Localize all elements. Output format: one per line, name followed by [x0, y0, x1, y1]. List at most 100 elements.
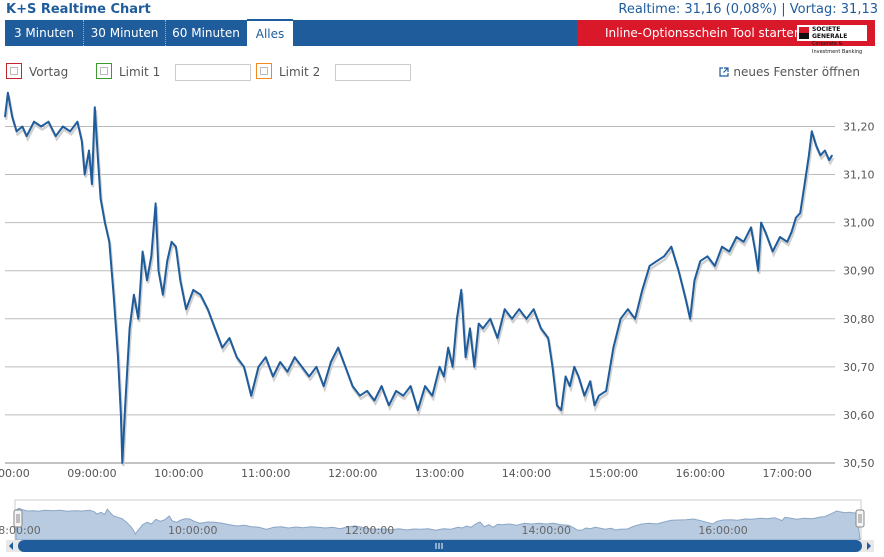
data-point: [799, 212, 801, 214]
data-point: [533, 308, 535, 310]
data-point: [366, 390, 368, 392]
new-window-label: neues Fenster öffnen: [733, 65, 860, 79]
grip-icon: [435, 543, 443, 549]
data-point: [124, 404, 126, 406]
data-point: [84, 173, 86, 176]
data-point: [21, 125, 23, 128]
navigator-handle-left[interactable]: [13, 509, 23, 528]
data-point: [670, 246, 672, 248]
y-tick-label: 30,90: [843, 265, 875, 278]
data-point: [236, 356, 238, 358]
data-point: [243, 366, 245, 368]
x-axis-ticks: 08:00:00 09:00:00 10:00:00 11:00:00 12:00:00…: [0, 467, 812, 480]
data-point: [573, 366, 575, 368]
data-point: [808, 154, 810, 156]
data-point: [831, 154, 833, 156]
data-point: [108, 241, 110, 243]
data-point: [257, 366, 260, 368]
x-tick-label: 13:00:00: [415, 467, 464, 480]
y-axis-ticks: 30,50 30,60 30,70 30,80 30,90 31,00 31,10 31,20: [843, 120, 875, 470]
x-tick-label: 15:00:00: [589, 467, 638, 480]
vortag-label: Vortag: [29, 65, 69, 79]
data-point: [728, 250, 730, 253]
data-point: [735, 236, 738, 238]
tab-60-minuten[interactable]: 60 Minuten: [172, 26, 240, 40]
tab-3-minuten[interactable]: 3 Minuten: [5, 20, 84, 46]
limit2-input[interactable]: [335, 64, 411, 81]
y-tick-label: 31,20: [843, 120, 875, 133]
chart-title: K+S Realtime Chart: [6, 2, 151, 17]
data-point: [417, 409, 419, 411]
y-tick-label: 30,70: [843, 361, 875, 374]
data-point: [81, 140, 83, 142]
data-point: [294, 356, 296, 358]
data-point: [439, 366, 441, 368]
data-point: [344, 366, 346, 368]
data-point: [179, 279, 181, 281]
scrollbar[interactable]: [6, 540, 874, 552]
data-point: [605, 390, 607, 392]
tab-30-minuten[interactable]: 30 Minuten: [84, 20, 166, 46]
new-window-link[interactable]: neues Fenster öffnen: [719, 65, 860, 79]
data-point: [569, 385, 571, 387]
limit1-input[interactable]: [175, 64, 251, 81]
data-point: [589, 380, 591, 382]
data-point: [452, 366, 454, 368]
data-point: [460, 289, 462, 291]
data-point: [685, 298, 687, 301]
data-point: [656, 260, 658, 262]
limit2-checkbox[interactable]: [256, 63, 272, 79]
data-point: [634, 318, 636, 320]
data-point: [760, 222, 762, 224]
data-point: [4, 116, 6, 118]
data-point: [620, 318, 622, 320]
data-point: [598, 395, 600, 397]
data-point: [104, 222, 106, 224]
chevron-left-icon[interactable]: [9, 542, 13, 550]
data-point: [250, 395, 252, 397]
data-point: [47, 121, 50, 123]
tab-alles[interactable]: Alles: [247, 19, 293, 48]
navigator[interactable]: 08:00:00 10:00:00 12:00:00 14:00:00 16:00:00: [0, 499, 865, 541]
data-point: [689, 318, 691, 320]
data-point: [76, 121, 78, 123]
data-point: [518, 308, 520, 310]
data-point: [91, 183, 93, 185]
scrollbar-thumb: [18, 540, 862, 552]
y-tick-label: 30,50: [843, 457, 875, 470]
data-point: [7, 92, 9, 94]
data-point: [16, 130, 18, 132]
data-point: [33, 121, 35, 123]
data-point: [265, 356, 267, 358]
data-point: [815, 145, 817, 147]
data-point: [133, 294, 135, 296]
data-point: [402, 395, 404, 397]
data-point: [649, 265, 651, 267]
data-point: [199, 294, 202, 296]
navigator-handle-right[interactable]: [855, 509, 865, 528]
price-line-shadow: [4, 95, 835, 467]
navigator-label: 12:00:00: [345, 524, 394, 537]
data-point: [97, 154, 99, 156]
option-tool-button[interactable]: Inline-Optionsschein Tool starten SOCIET…: [577, 20, 875, 55]
data-point: [565, 375, 567, 378]
data-point: [330, 361, 332, 363]
x-tick-label: 16:00:00: [676, 467, 725, 480]
x-tick-label: 09:00:00: [67, 467, 116, 480]
data-point: [166, 260, 168, 262]
data-point: [469, 327, 471, 329]
data-point: [315, 366, 317, 368]
data-point: [69, 130, 71, 132]
y-tick-label: 31,00: [843, 217, 875, 230]
data-point: [772, 250, 774, 253]
vortag-checkbox[interactable]: [6, 63, 22, 79]
data-point: [221, 347, 223, 349]
chevron-right-icon[interactable]: [867, 542, 871, 550]
limit1-checkbox[interactable]: [96, 63, 112, 79]
data-point: [743, 241, 745, 243]
data-point: [359, 395, 361, 397]
data-point: [431, 395, 433, 397]
y-tick-label: 30,60: [843, 409, 875, 422]
data-point: [540, 327, 542, 329]
